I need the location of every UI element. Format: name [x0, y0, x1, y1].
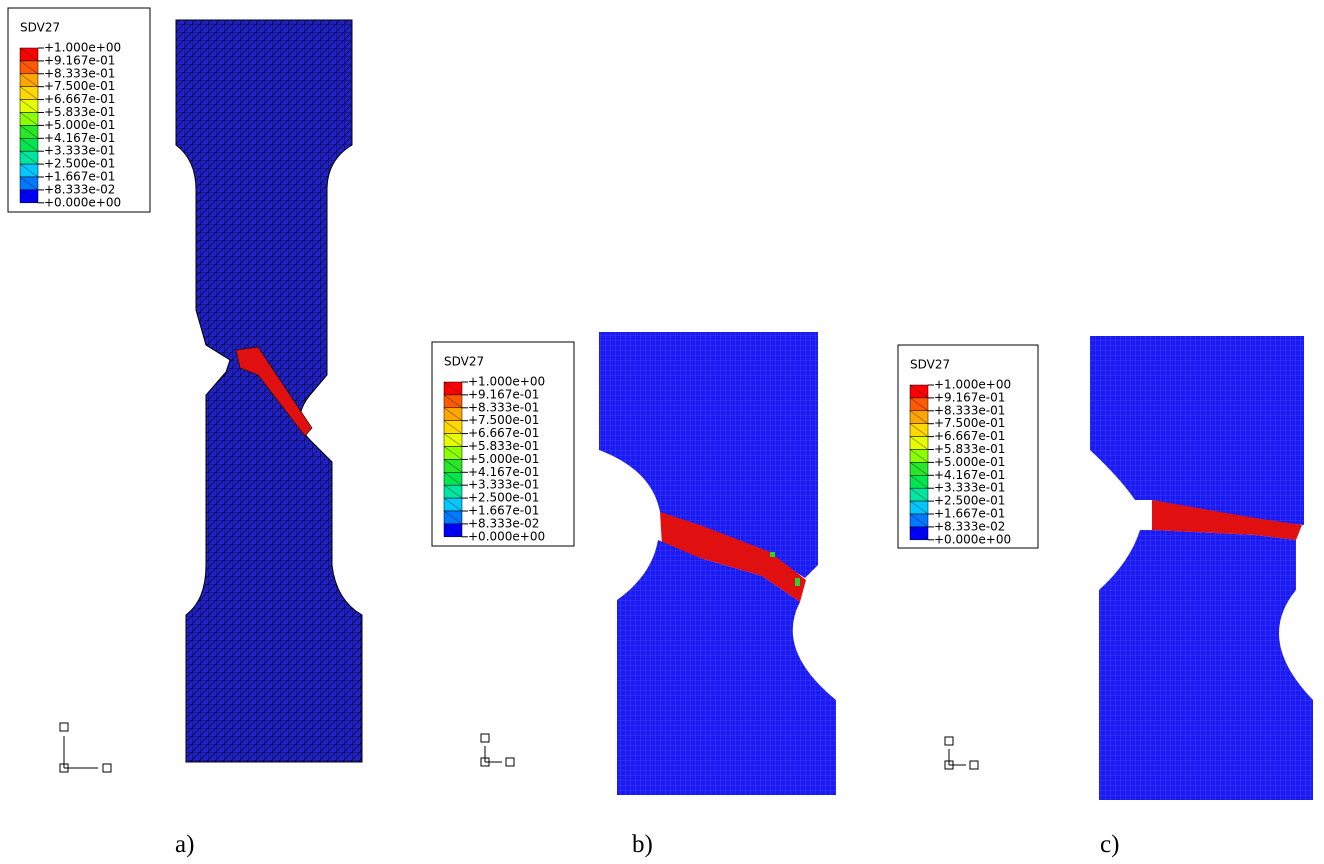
legend-diagonal: [19, 47, 39, 62]
legend-entry: +9.167e-01: [468, 387, 539, 401]
legend-entry: +7.500e-01: [44, 79, 115, 93]
legend-diagonal: [443, 407, 463, 421]
legend-entry: +8.333e-01: [44, 66, 115, 80]
legend-diagonal: [19, 138, 39, 152]
legend-entry: +8.333e-02: [934, 519, 1005, 533]
legend-diagonal: [19, 125, 39, 139]
legend-entry: +5.833e-01: [44, 105, 115, 119]
legend-entry: +8.333e-01: [934, 403, 1005, 417]
legend-diagonal: [909, 384, 929, 399]
legend-entry: +4.167e-01: [934, 468, 1005, 482]
panel-label: c): [1100, 831, 1119, 858]
specimen-c: [1090, 336, 1313, 800]
legend-entry: +4.167e-01: [468, 465, 539, 479]
legend-diagonal: [443, 459, 463, 473]
legend-diagonal: [19, 163, 39, 178]
legend-entry: +1.667e-01: [468, 504, 539, 518]
legend-entry: +8.333e-02: [44, 182, 115, 196]
legend-diagonal: [19, 86, 39, 100]
legend-entry: +3.333e-01: [934, 481, 1005, 495]
legend-entry: +2.500e-01: [468, 491, 539, 505]
panel-label: a): [175, 831, 194, 858]
legend-diagonal: [909, 449, 929, 463]
legend-entry: +1.667e-01: [44, 170, 115, 184]
legend-title: SDV27: [20, 21, 60, 35]
legend-diagonal: [19, 73, 39, 87]
legend-diagonal: [443, 472, 463, 486]
legend: SDV27 +1.000e+00+9.167e-01+8.333e-01+7.50…: [897, 344, 1039, 549]
legend-entry: +2.500e-01: [44, 157, 115, 171]
legend-diagonal: [909, 488, 929, 502]
legend-entry: +9.167e-01: [44, 53, 115, 67]
legend-entry: +5.833e-01: [934, 442, 1005, 456]
legend-diagonal: [19, 189, 39, 203]
legend-entry: +1.667e-01: [934, 507, 1005, 521]
legend-diagonal: [443, 497, 463, 512]
legend-title: SDV27: [910, 358, 950, 372]
legend-entry: +3.333e-01: [44, 144, 115, 158]
legend-diagonal: [909, 475, 929, 489]
legend-entry: +1.000e+00: [44, 41, 121, 55]
legend-entry: +0.000e+00: [934, 532, 1011, 546]
legend-diagonal: [443, 420, 463, 434]
legend-entry: +6.667e-01: [468, 426, 539, 440]
legend-diagonal: [443, 485, 463, 499]
legend-entry: +3.333e-01: [468, 478, 539, 492]
legend: SDV27 +1.000e+00+9.167e-01+8.333e-01+7.50…: [7, 7, 151, 213]
legend-diagonal: [909, 436, 929, 450]
legend-diagonal: [19, 151, 39, 165]
legend-diagonal: [443, 523, 463, 537]
legend-entry: +0.000e+00: [468, 529, 545, 543]
legend-entry: +1.000e+00: [468, 375, 545, 389]
legend-title: SDV27: [444, 355, 484, 369]
legend-entry: +5.000e-01: [934, 455, 1005, 469]
legend-entry: +4.167e-01: [44, 131, 115, 145]
legend-entry: +5.000e-01: [44, 118, 115, 132]
legend-entry: +9.167e-01: [934, 390, 1005, 404]
legend-diagonal: [909, 500, 929, 515]
legend: SDV27 +1.000e+00+9.167e-01+8.333e-01+7.50…: [431, 341, 575, 547]
legend-diagonal: [909, 462, 929, 476]
legend-entry: +5.000e-01: [468, 452, 539, 466]
specimen-a: [175, 19, 363, 763]
legend-diagonal: [909, 513, 929, 528]
legend-entry: +7.500e-01: [468, 413, 539, 427]
legend-entry: +8.333e-02: [468, 516, 539, 530]
legend-diagonal: [909, 423, 929, 437]
legend-entry: +7.500e-01: [934, 416, 1005, 430]
legend-entry: +6.667e-01: [934, 429, 1005, 443]
legend-entry: +0.000e+00: [44, 195, 121, 209]
legend-diagonal: [19, 112, 39, 126]
legend-diagonal: [443, 394, 463, 408]
legend-diagonal: [443, 381, 463, 396]
legend-diagonal: [909, 397, 929, 411]
panel-label: b): [632, 831, 653, 858]
legend-entry: +5.833e-01: [468, 439, 539, 453]
legend-diagonal: [443, 446, 463, 460]
specimen-b: [599, 332, 836, 795]
legend-entry: +8.333e-01: [468, 400, 539, 414]
legend-diagonal: [19, 60, 39, 74]
axis-triad: [59, 722, 979, 773]
legend-diagonal: [19, 99, 39, 113]
legend-entry: +2.500e-01: [934, 494, 1005, 508]
legend-diagonal: [909, 410, 929, 424]
legend-diagonal: [19, 176, 39, 191]
legend-entry: +6.667e-01: [44, 92, 115, 106]
legend-diagonal: [443, 433, 463, 447]
legend-entry: +1.000e+00: [934, 378, 1011, 392]
legend-diagonal: [443, 510, 463, 525]
legend-diagonal: [909, 526, 929, 540]
